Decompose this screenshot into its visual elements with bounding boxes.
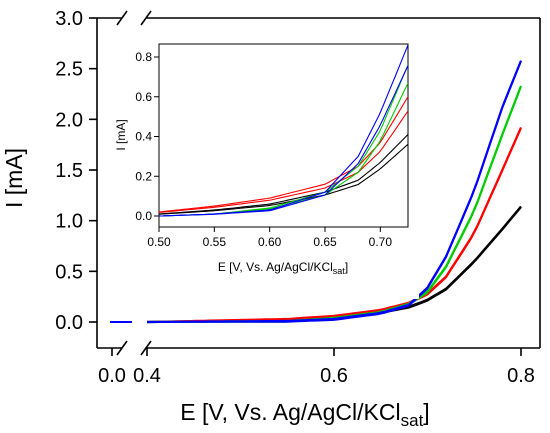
main-y-tick-label: 3.0	[55, 8, 83, 30]
main-y-tick-label: 0.5	[55, 261, 83, 283]
inset-plot: 0.0 0.2 0.4 0.6 0.8 0.50 0.55 0.60 0.65 0.70 I […	[114, 37, 419, 299]
inset-background	[119, 37, 419, 299]
inset-y-tick-label: 0.6	[135, 90, 152, 104]
main-x-tick-label: 0.0	[98, 365, 126, 387]
main-x-ticks: 0.0 0.4 0.6 0.8	[98, 348, 535, 387]
main-y-tick-label: 2.0	[55, 109, 83, 131]
inset-x-tick-label: 0.65	[313, 235, 337, 249]
inset-x-axis-label-subscript: sat	[333, 266, 346, 276]
axis-break-bottom	[116, 340, 152, 356]
inset-series-return-0	[159, 143, 408, 215]
main-series-return-3	[147, 61, 522, 323]
inset-y-tick-label: 0.0	[135, 209, 152, 223]
inset-y-ticks: 0.0 0.2 0.4 0.6 0.8	[135, 50, 159, 223]
main-x-tick-label: 0.6	[320, 365, 348, 387]
inset-frame	[158, 43, 409, 228]
inset-x-tick-label: 0.70	[369, 235, 393, 249]
inset-y-tick-label: 0.8	[135, 50, 152, 64]
inset-x-tick-label: 0.60	[258, 235, 282, 249]
inset-y-tick-label: 0.4	[135, 130, 152, 144]
main-y-tick-label: 1.5	[55, 160, 83, 182]
main-y-tick-label: 0.0	[55, 312, 83, 334]
main-x-axis-label-text: E [V, Vs. Ag/AgCl/KCl	[180, 399, 400, 425]
inset-x-axis-label-text: E [V, Vs. Ag/AgCl/KCl	[218, 260, 333, 274]
main-x-axis-label-close: ]	[423, 399, 429, 425]
main-y-ticks: 0.0 0.5 1.0 1.5 2.0 2.5 3.0	[55, 8, 97, 334]
inset-series-return-1	[159, 110, 408, 214]
inset-y-tick-label: 0.2	[135, 169, 152, 183]
inset-y-axis-label: I [mA]	[114, 119, 128, 150]
main-y-tick-label: 2.5	[55, 59, 83, 81]
inset-series-line-1	[159, 96, 408, 213]
main-x-axis-label: E [V, Vs. Ag/AgCl/KClsat]	[180, 399, 429, 430]
axis-break-top	[116, 10, 152, 26]
main-y-tick-label: 1.0	[55, 211, 83, 233]
inset-series-group	[159, 44, 408, 217]
inset-x-axis-label-close: ]	[345, 260, 348, 274]
main-plot: 0.0 0.5 1.0 1.5 2.0 2.5 3.0 0.0 0.4 0.6 0.8 I [mA…	[1, 8, 541, 430]
inset-x-tick-label: 0.50	[147, 235, 171, 249]
main-y-axis-label: I [mA]	[1, 148, 27, 208]
main-x-tick-label: 0.4	[133, 365, 161, 387]
inset-x-tick-label: 0.55	[203, 235, 227, 249]
inset-series-return-3	[159, 65, 408, 217]
inset-x-ticks: 0.50 0.55 0.60 0.65 0.70	[147, 227, 392, 249]
inset-series-line-0	[159, 134, 408, 215]
inset-x-axis-label: E [V, Vs. Ag/AgCl/KClsat]	[218, 260, 348, 276]
main-x-axis-label-subscript: sat	[401, 411, 424, 430]
main-x-tick-label: 0.8	[507, 365, 535, 387]
main-series-group	[146, 60, 523, 324]
